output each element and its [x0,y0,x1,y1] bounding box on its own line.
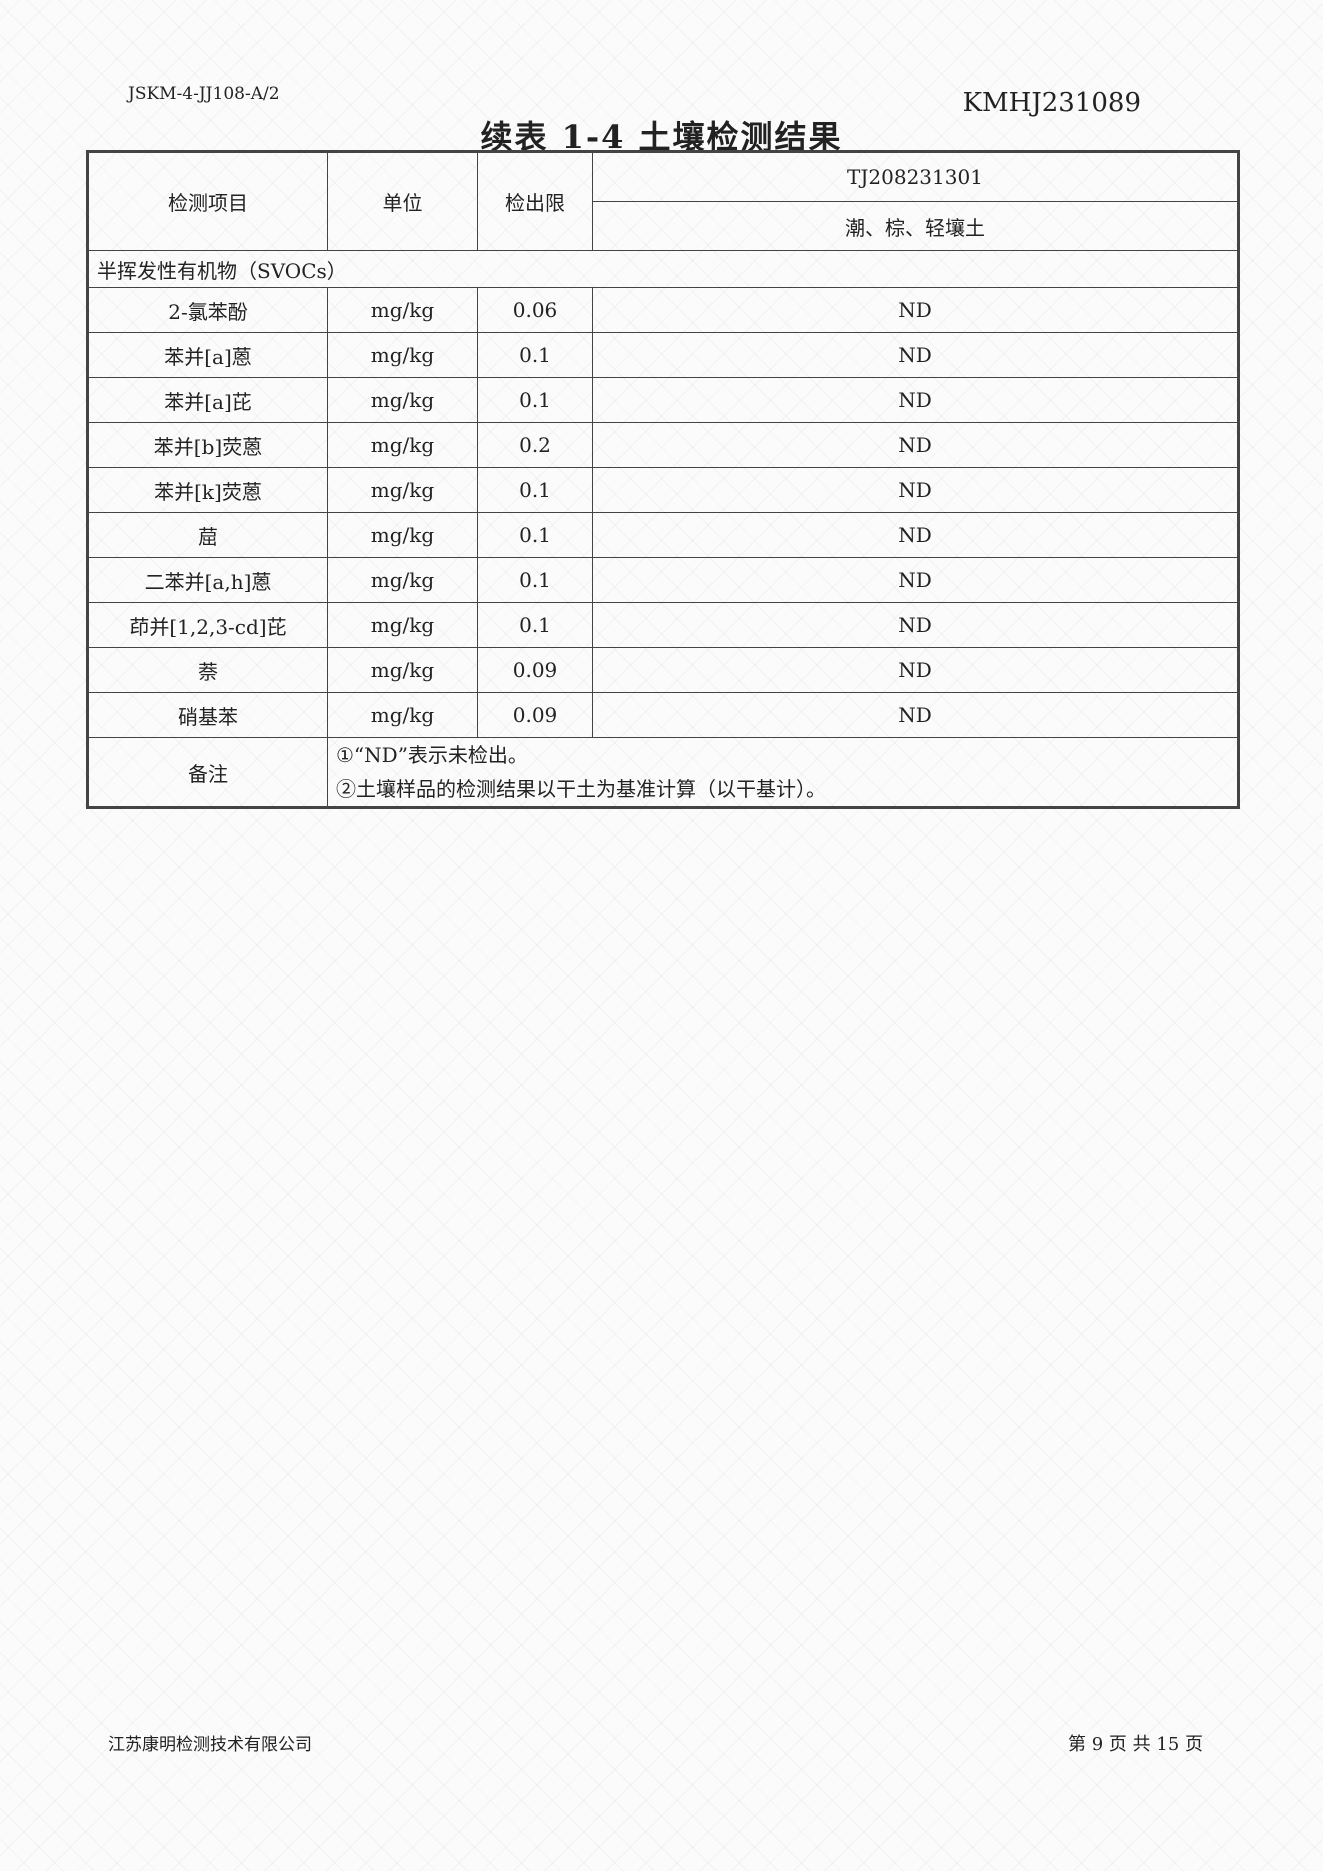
cell-limit: 0.06 [477,287,593,333]
header-sample-id: TJ208231301 [592,151,1239,202]
table-row: 䓛 mg/kg 0.1 ND [87,512,1239,558]
cell-item: 苯并[b]荧蒽 [87,422,328,468]
cell-unit: mg/kg [327,692,478,738]
group-label: 半挥发性有机物（SVOCs） [87,250,1239,288]
header-sample-desc: 潮、棕、轻壤土 [592,201,1239,251]
cell-result: ND [592,647,1239,693]
cell-result: ND [592,602,1239,648]
cell-item: 2-氯苯酚 [87,287,328,333]
page-number: 第 9 页 共 15 页 [1068,1734,1203,1755]
cell-unit: mg/kg [327,647,478,693]
cell-item: 䓛 [87,512,328,558]
cell-result: ND [592,512,1239,558]
report-number: KMHJ231089 [962,88,1141,118]
remark-1: ①“ND”表示未检出。 [336,743,528,767]
cell-result: ND [592,467,1239,513]
cell-limit: 0.1 [477,467,593,513]
company-name: 江苏康明检测技术有限公司 [108,1735,312,1755]
table-row: 硝基苯 mg/kg 0.09 ND [87,692,1239,738]
header-unit: 单位 [327,151,478,251]
cell-result: ND [592,332,1239,378]
cell-unit: mg/kg [327,422,478,468]
cell-limit: 0.1 [477,377,593,423]
table-row: 萘 mg/kg 0.09 ND [87,647,1239,693]
cell-result: ND [592,287,1239,333]
remarks: ①“ND”表示未检出。 ②土壤样品的检测结果以干土为基准计算（以干基计）。 [327,737,1239,808]
table-row: 2-氯苯酚 mg/kg 0.06 ND [87,287,1239,333]
cell-limit: 0.09 [477,692,593,738]
cell-unit: mg/kg [327,602,478,648]
cell-limit: 0.09 [477,647,593,693]
cell-limit: 0.1 [477,557,593,603]
cell-limit: 0.1 [477,332,593,378]
table-row: 苯并[b]荧蒽 mg/kg 0.2 ND [87,422,1239,468]
cell-unit: mg/kg [327,512,478,558]
cell-item: 茚并[1,2,3-cd]芘 [87,602,328,648]
cell-unit: mg/kg [327,557,478,603]
cell-result: ND [592,422,1239,468]
cell-result: ND [592,377,1239,423]
cell-unit: mg/kg [327,467,478,513]
remarks-label: 备注 [87,737,328,808]
cell-item: 苯并[a]蒽 [87,332,328,378]
table-title: 续表 1-4 土壤检测结果 [480,118,843,156]
cell-item: 苯并[k]荧蒽 [87,467,328,513]
cell-unit: mg/kg [327,332,478,378]
cell-item: 萘 [87,647,328,693]
cell-unit: mg/kg [327,377,478,423]
cell-limit: 0.2 [477,422,593,468]
header-item: 检测项目 [87,151,328,251]
table-row: 苯并[a]蒽 mg/kg 0.1 ND [87,332,1239,378]
table-row: 茚并[1,2,3-cd]芘 mg/kg 0.1 ND [87,602,1239,648]
table-row: 二苯并[a,h]蒽 mg/kg 0.1 ND [87,557,1239,603]
table-row: 苯并[a]芘 mg/kg 0.1 ND [87,377,1239,423]
cell-item: 苯并[a]芘 [87,377,328,423]
cell-item: 硝基苯 [87,692,328,738]
document-id: JSKM-4-JJ108-A/2 [128,84,280,104]
cell-limit: 0.1 [477,512,593,558]
cell-limit: 0.1 [477,602,593,648]
cell-item: 二苯并[a,h]蒽 [87,557,328,603]
header-limit: 检出限 [477,151,593,251]
table-row: 苯并[k]荧蒽 mg/kg 0.1 ND [87,467,1239,513]
results-table: 检测项目 单位 检出限 TJ208231301 潮、棕、轻壤土 半挥发性有机物（… [86,150,1240,809]
cell-result: ND [592,557,1239,603]
remark-2: ②土壤样品的检测结果以干土为基准计算（以干基计）。 [336,777,826,801]
cell-result: ND [592,692,1239,738]
cell-unit: mg/kg [327,287,478,333]
